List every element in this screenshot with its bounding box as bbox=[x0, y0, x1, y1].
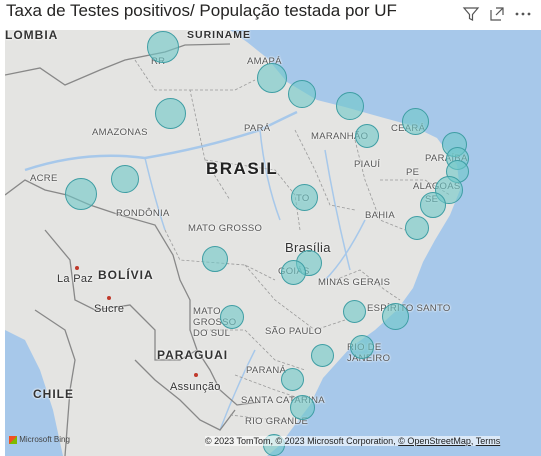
la-paz-marker bbox=[75, 266, 79, 270]
river bbox=[219, 349, 256, 431]
label-la-paz: La Paz bbox=[57, 273, 94, 285]
label-acre: ACRE bbox=[30, 173, 58, 184]
label-bolivia: BOLÍVIA bbox=[98, 268, 154, 282]
river bbox=[144, 157, 166, 231]
river bbox=[259, 129, 281, 221]
atlantic-ocean bbox=[230, 30, 541, 456]
bubble-go[interactable] bbox=[281, 260, 306, 285]
bubble-pa[interactable] bbox=[288, 80, 316, 108]
label-brasilia: Brasília bbox=[285, 240, 331, 255]
label-para: PARÁ bbox=[244, 123, 271, 134]
bubble-pi[interactable] bbox=[355, 124, 379, 148]
visual-header: Taxa de Testes positivos/ População test… bbox=[0, 0, 541, 30]
label-minas-gerais: MINAS GERAIS bbox=[318, 277, 391, 288]
bubble-am[interactable] bbox=[155, 98, 186, 129]
label-bahia: BAHIA bbox=[365, 210, 396, 221]
copyright-text: © 2023 TomTom, © 2023 Microsoft Corporat… bbox=[205, 436, 399, 446]
label-rondonia: RONDÔNIA bbox=[116, 208, 170, 219]
label-parana: PARANÁ bbox=[246, 365, 287, 376]
bubble-pr[interactable] bbox=[281, 368, 304, 391]
bubble-ro[interactable] bbox=[111, 165, 139, 193]
label-piaui: PIAUÍ bbox=[354, 159, 381, 170]
country-border bbox=[44, 229, 198, 361]
microsoft-logo-icon bbox=[9, 435, 17, 444]
bubble-ce[interactable] bbox=[402, 108, 429, 135]
more-options-icon[interactable] bbox=[513, 4, 533, 24]
bubble-se[interactable] bbox=[420, 192, 446, 218]
label-pe: PE bbox=[406, 167, 420, 178]
pacific-ocean bbox=[5, 330, 63, 456]
bubble-to[interactable] bbox=[291, 184, 318, 211]
label-santa-catarina: SANTA CATARINA bbox=[241, 395, 325, 406]
state-borders bbox=[134, 59, 451, 421]
bubble-mg[interactable] bbox=[343, 300, 366, 323]
label-chile: CHILE bbox=[33, 387, 74, 401]
bubble-rr[interactable] bbox=[147, 31, 179, 63]
basemap bbox=[5, 30, 541, 456]
bubble-sp[interactable] bbox=[311, 344, 334, 367]
label-mato-grosso-do-sul: MATO GROSSO DO SUL bbox=[193, 306, 237, 339]
bubble-es[interactable] bbox=[382, 303, 409, 330]
label-sucre: Sucre bbox=[94, 303, 125, 315]
label-paraguai: PARAGUAI bbox=[157, 348, 229, 362]
bubble-ac[interactable] bbox=[65, 178, 97, 210]
visual-title: Taxa de Testes positivos/ População test… bbox=[6, 1, 397, 20]
country-border bbox=[5, 43, 231, 86]
bubble-ms[interactable] bbox=[220, 305, 244, 329]
terms-link[interactable]: Terms bbox=[475, 436, 501, 446]
bubble-rj[interactable] bbox=[350, 335, 374, 359]
filter-icon[interactable] bbox=[461, 4, 481, 24]
assuncao-marker bbox=[194, 373, 198, 377]
label-espirito-santo: ESPÍRITO SANTO bbox=[367, 303, 451, 314]
bing-logo: Microsoft Bing bbox=[9, 435, 70, 444]
river bbox=[324, 219, 366, 281]
map-attribution: © 2023 TomTom, © 2023 Microsoft Corporat… bbox=[205, 436, 501, 446]
country-border bbox=[5, 179, 261, 406]
river bbox=[324, 149, 351, 271]
label-brasil: BRASIL bbox=[206, 159, 279, 178]
bubble-ma[interactable] bbox=[336, 92, 364, 120]
focus-mode-icon[interactable] bbox=[487, 4, 507, 24]
bubble-sc[interactable] bbox=[290, 395, 315, 420]
bubble-mt[interactable] bbox=[202, 246, 228, 272]
label-sao-paulo: SÃO PAULO bbox=[265, 326, 322, 337]
label-mato-grosso: MATO GROSSO bbox=[188, 223, 263, 234]
label-rio-grande: RIO GRANDE bbox=[245, 416, 309, 427]
amazon-river bbox=[24, 110, 298, 172]
label-colombia: LÔMBIA bbox=[5, 30, 59, 42]
label-amazonas: AMAZONAS bbox=[92, 127, 148, 138]
sucre-marker bbox=[107, 296, 111, 300]
country-border bbox=[34, 309, 76, 456]
openstreetmap-link[interactable]: © OpenStreetMap bbox=[398, 436, 471, 446]
label-suriname: SURINAME bbox=[187, 30, 252, 41]
bubble-ba[interactable] bbox=[405, 216, 429, 240]
label-amapa: AMAPÁ bbox=[247, 56, 282, 67]
bubble-ap[interactable] bbox=[257, 63, 287, 93]
label-maranhao: MARANHÃO bbox=[311, 131, 369, 142]
label-assuncao: Assunção bbox=[170, 381, 221, 393]
map-area[interactable]: LÔMBIA SURINAME RR AMAPÁ AMAZONAS PARÁ M… bbox=[5, 30, 541, 456]
country-border bbox=[134, 359, 236, 431]
